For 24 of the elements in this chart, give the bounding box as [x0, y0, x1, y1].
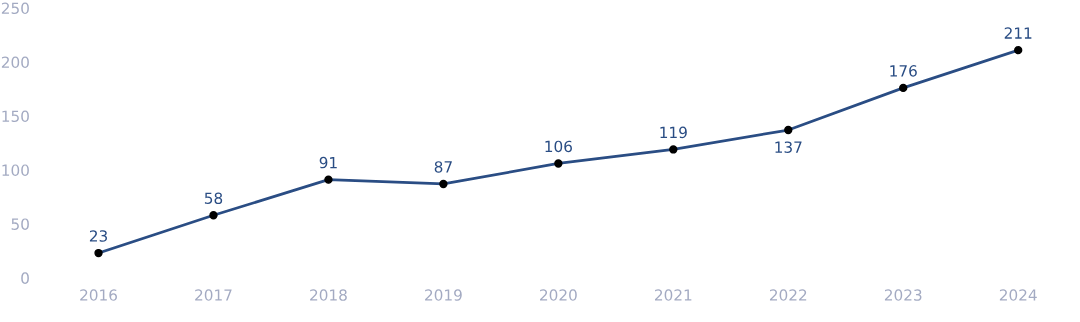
y-tick-label: 100 — [2, 164, 29, 176]
x-tick-label: 2023 — [884, 289, 922, 301]
data-label: 119 — [660, 126, 687, 139]
data-label: 106 — [545, 140, 572, 153]
data-label: 211 — [1004, 27, 1032, 39]
data-label: 176 — [890, 65, 917, 77]
data-label: 87 — [434, 161, 452, 173]
x-tick-label: 2019 — [425, 289, 462, 301]
x-tick-label: 2018 — [310, 289, 347, 301]
x-tick-label: 2017 — [195, 289, 232, 301]
y-tick-label: 150 — [2, 110, 29, 123]
x-tick-label: 2024 — [999, 289, 1037, 301]
x-tick-label: 2021 — [655, 289, 692, 301]
x-tick-label: 2022 — [769, 289, 807, 301]
y-tick-label: 50 — [11, 218, 29, 230]
y-tick-label: 200 — [1, 56, 29, 69]
data-label: 91 — [319, 156, 337, 169]
y-tick-label: 0 — [21, 272, 29, 284]
data-label: 58 — [204, 192, 223, 204]
data-label: 23 — [89, 230, 108, 242]
x-tick-label: 2016 — [80, 289, 117, 301]
data-label: 137 — [775, 141, 802, 153]
y-tick-label: 250 — [1, 2, 29, 15]
x-tick-label: 2020 — [540, 289, 577, 301]
